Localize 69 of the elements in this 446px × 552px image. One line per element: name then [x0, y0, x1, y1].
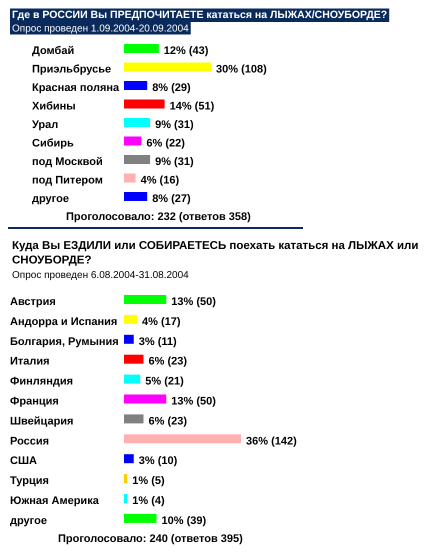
bar: [124, 81, 148, 90]
bar: [124, 136, 142, 146]
data-label: 1% (4): [132, 495, 165, 507]
bar: [124, 118, 150, 127]
data-label: 13% (50): [171, 296, 216, 308]
bar: [124, 314, 137, 324]
data-label: 36% (142): [246, 435, 298, 448]
bar: [124, 192, 148, 201]
bar: [124, 174, 136, 182]
bar: [124, 414, 144, 424]
data-label: 6% (22): [146, 138, 186, 150]
chart-subtitle: Опрос проведен 1.09.2004-20.09.2004: [12, 24, 190, 34]
y-tick-label: Андорра и Испания: [10, 316, 118, 328]
bar: [124, 100, 165, 108]
data-label: 4% (16): [140, 174, 180, 186]
bar: [124, 44, 159, 53]
chart-title: Куда Вы ЕЗДИЛИ или СОБИРАЕТЕСЬ поехать кататься на ЛЫЖАХ или СНОУБОРДЕ?: [12, 240, 418, 266]
y-tick-label: Италия: [10, 356, 50, 368]
y-tick-label: Австрия: [10, 296, 56, 308]
bar: [124, 155, 150, 164]
y-tick-label: Россия: [10, 435, 50, 448]
y-tick-label: Домбай: [32, 45, 74, 57]
data-label: 9% (31): [155, 156, 194, 168]
bar: [124, 295, 166, 304]
data-label: 8% (27): [152, 193, 192, 205]
bar: [124, 454, 134, 464]
data-label: 1% (5): [132, 475, 165, 488]
y-tick-label: под Москвой: [32, 156, 103, 168]
y-tick-label: Швейцария: [10, 415, 74, 428]
data-label: 3% (11): [138, 336, 177, 348]
y-tick-label: Южная Америка: [10, 495, 100, 507]
data-label: 12% (43): [164, 45, 209, 57]
data-label: 3% (10): [138, 455, 178, 468]
text: Проголосовало: 240 (ответов 395): [58, 532, 244, 545]
data-label: 5% (21): [145, 376, 184, 388]
data-label: 6% (23): [148, 415, 188, 428]
y-tick-label: Сибирь: [32, 138, 74, 150]
data-label: 30% (108): [216, 64, 268, 76]
bar: [124, 514, 156, 523]
text: Проголосовало: 232 (ответов 358): [66, 211, 252, 223]
bar: [124, 354, 144, 364]
y-tick-label: под Питером: [32, 174, 103, 186]
data-label: 13% (50): [171, 396, 216, 408]
bar: [124, 394, 166, 404]
data-label: 6% (23): [148, 356, 188, 368]
data-label: 8% (29): [152, 82, 192, 94]
y-tick-label: Финляндия: [10, 376, 74, 388]
y-tick-label: другое: [10, 514, 47, 527]
y-tick-label: Хибины: [32, 100, 76, 112]
y-tick-label: Урал: [32, 119, 58, 131]
y-tick-label: Турция: [10, 475, 49, 488]
chart-title: Где в РОССИИ Вы ПРЕДПОЧИТАЕТЕ кататься на ЛЫЖАХ/СНОУБОРДЕ?: [12, 9, 388, 21]
data-label: 4% (17): [142, 316, 181, 328]
chart-subtitle: Опрос проведен 6.08.2004-31.08.2004: [12, 270, 190, 281]
y-tick-label: Красная поляна: [32, 82, 120, 94]
data-label: 14% (51): [170, 100, 215, 112]
y-tick-label: США: [10, 455, 37, 468]
bar: [124, 62, 211, 72]
data-label: 10% (39): [162, 514, 206, 527]
bar: [124, 474, 128, 484]
data-label: 9% (31): [155, 119, 194, 131]
bar: [124, 494, 128, 503]
y-tick-label: Приэльбрусье: [32, 64, 112, 76]
y-tick-label: другое: [32, 193, 69, 205]
bar: [124, 434, 241, 444]
bar: [124, 374, 140, 384]
bar: [124, 334, 134, 344]
y-tick-label: Болгария, Румыния: [10, 336, 119, 348]
y-tick-label: Франция: [10, 396, 59, 408]
